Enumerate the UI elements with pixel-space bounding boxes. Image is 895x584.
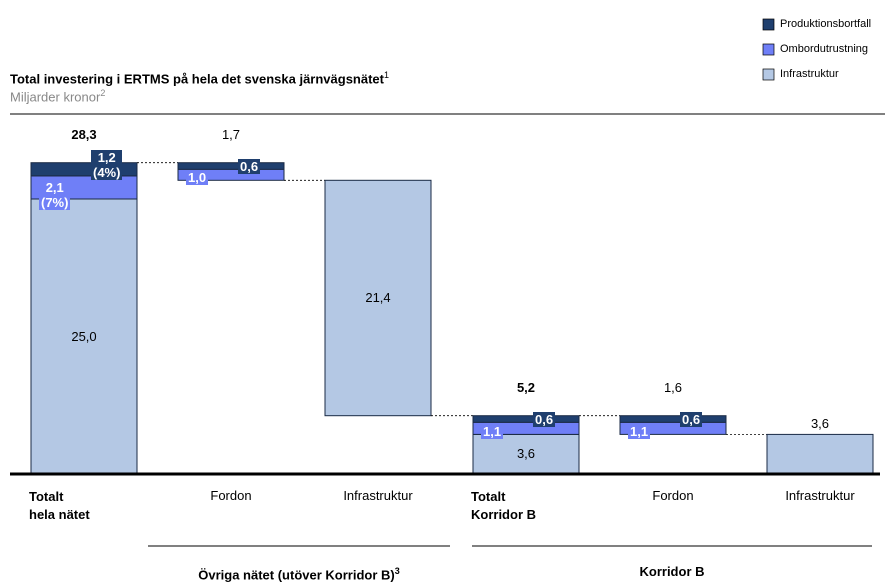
x-tick-label: Fordon [652, 488, 694, 503]
value-label: 3,6 [516, 446, 536, 462]
value-label: 3,6 [810, 416, 830, 432]
bar-segment [177, 162, 285, 170]
bar-segment [766, 433, 874, 475]
title-note: 1 [384, 70, 390, 80]
bar-segment [472, 415, 580, 423]
legend-swatch [762, 43, 775, 56]
value-label: 2,1 (7%) [39, 180, 71, 211]
value-label: 0,6 [238, 158, 261, 174]
title-wrap: Total investering i ERTMS på hela det sv… [10, 68, 389, 86]
value-label: 1,2 (4%) [91, 150, 123, 181]
bar-segment [324, 179, 432, 417]
total-label: 5,2 [516, 379, 536, 395]
subtitle-wrap: Miljarder kronor2 [10, 86, 105, 104]
bar-segment [619, 415, 727, 423]
legend-swatch [762, 68, 775, 81]
group-label-wrap: Övriga nätet (utöver Korridor B)3 [148, 564, 450, 582]
x-tick-label: Totalt Korridor B [471, 489, 536, 522]
subtitle: Miljarder kronor [10, 89, 101, 105]
x-tick-label: Totalt hela nätet [29, 489, 90, 522]
total-label: 1,6 [663, 379, 683, 395]
group-label: Övriga nätet (utöver Korridor B) [198, 567, 395, 583]
x-tick-label: Infrastruktur [343, 488, 413, 503]
group-label: Korridor B [639, 564, 705, 579]
total-label: 1,7 [221, 126, 241, 142]
value-label: 1,1 [628, 423, 651, 439]
subtitle-note: 2 [100, 88, 106, 98]
value-label: 0,6 [533, 411, 556, 427]
total-label: 28,3 [71, 126, 97, 142]
chart-title: Total investering i ERTMS på hela det sv… [10, 71, 384, 87]
value-label: 0,6 [680, 411, 703, 427]
value-label: 25,0 [71, 328, 97, 344]
legend-label: Produktionsbortfall [780, 18, 872, 30]
x-tick-label: Infrastruktur [785, 488, 855, 503]
legend-swatch [762, 18, 775, 31]
value-label: 21,4 [365, 290, 391, 305]
x-tick-label: Fordon [210, 488, 252, 503]
legend-label: Ombordutrustning [780, 43, 869, 55]
group-label-wrap: Korridor B [472, 564, 872, 579]
value-label: 1,1 [481, 423, 504, 439]
legend-label: Infrastruktur [780, 68, 839, 80]
value-label: 1,0 [186, 170, 209, 186]
group-note: 3 [394, 566, 400, 576]
